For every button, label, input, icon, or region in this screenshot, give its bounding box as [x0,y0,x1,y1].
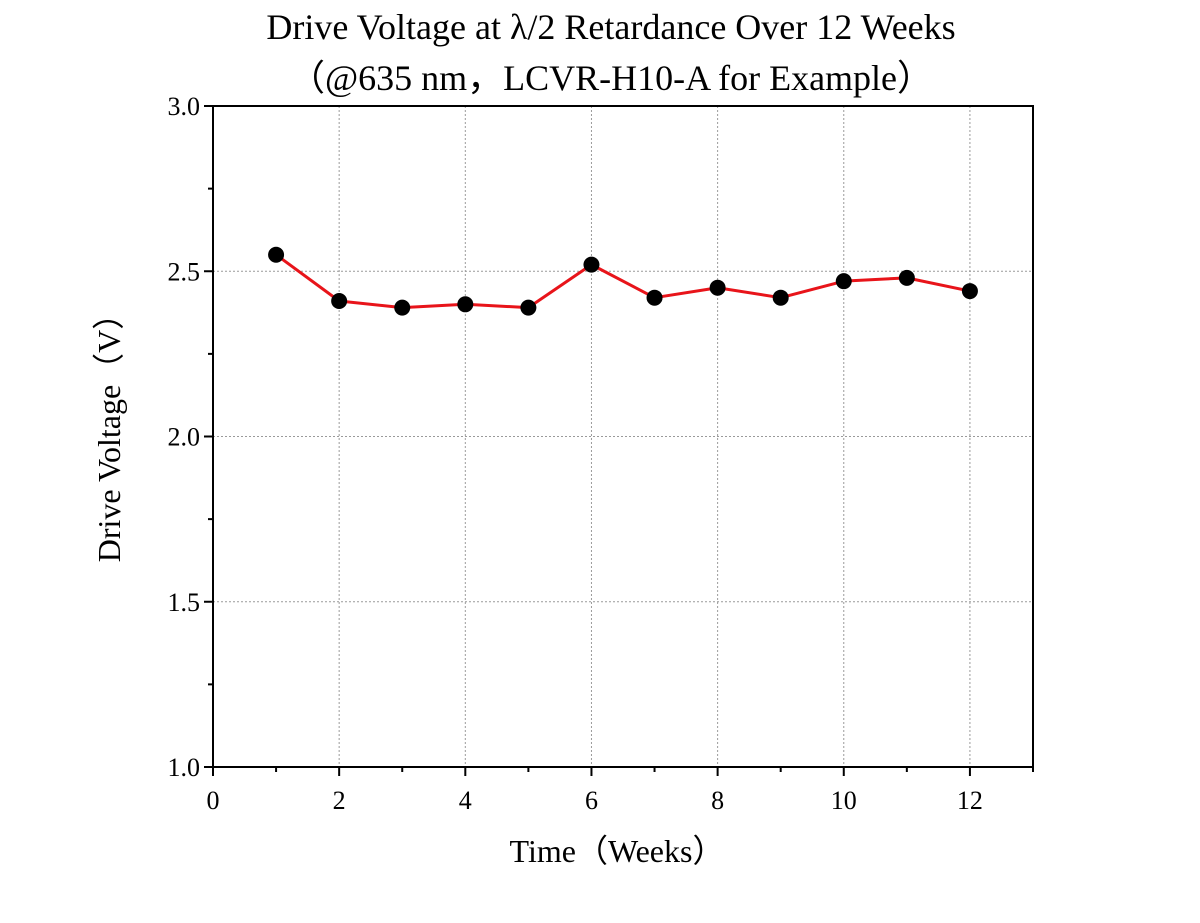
chart-subtitle: （@635 nm，LCVR-H10-A for Example） [289,58,933,98]
data-series [268,246,978,316]
data-point [268,246,285,263]
grid-lines [213,106,1033,767]
data-point [457,296,474,313]
data-point [898,269,915,286]
data-point [772,289,789,306]
y-tick-label: 1.0 [168,753,201,782]
x-tick-label: 12 [957,786,983,815]
data-point [520,299,537,316]
x-axis-label: Time（Weeks） [510,833,725,869]
x-tick-label: 4 [459,786,472,815]
data-point [961,283,978,300]
x-tick-label: 0 [207,786,220,815]
y-tick-label: 1.5 [168,588,201,617]
y-tick-label: 2.0 [168,423,201,452]
x-tick-label: 6 [585,786,598,815]
data-point [646,289,663,306]
x-tick-label: 10 [831,786,857,815]
x-tick-label: 2 [333,786,346,815]
axes: 0 2 4 6 8 10 12 1.0 1.5 2.0 2.5 3.0 [168,92,1034,815]
data-point [331,292,348,309]
series-line [275,253,971,310]
data-point [835,273,852,290]
chart-title: Drive Voltage at λ/2 Retardance Over 12 … [266,7,955,47]
y-tick-label: 3.0 [168,92,201,121]
y-tick-label: 2.5 [168,257,201,286]
data-point [394,299,411,316]
y-axis-label: Drive Voltage（V） [91,298,127,563]
data-point [709,279,726,296]
x-tick-label: 8 [711,786,724,815]
data-point [583,256,600,273]
